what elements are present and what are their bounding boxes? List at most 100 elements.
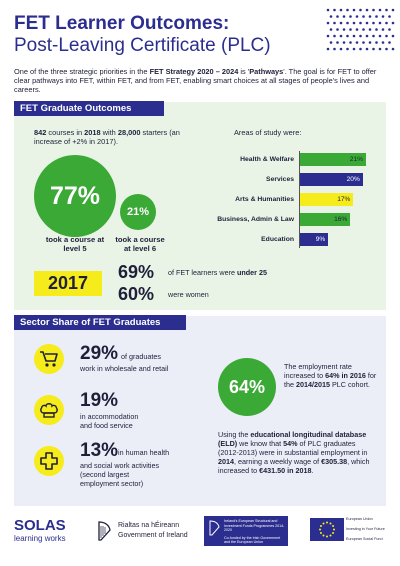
decor-dot xyxy=(368,28,372,31)
accommodation-text-b: and food service xyxy=(80,421,133,430)
eu-star xyxy=(319,532,322,534)
decor-dot xyxy=(326,8,330,12)
level6-percent-circle: 21% xyxy=(120,194,156,230)
strategy-name: FET Strategy 2020 – 2024 xyxy=(149,67,239,76)
level5-caption: took a course at level 5 xyxy=(45,235,105,253)
decor-dot xyxy=(372,47,375,51)
shopping-cart-icon xyxy=(34,344,64,374)
bar-category-label: Arts & Humanities xyxy=(235,196,294,203)
decor-dot xyxy=(365,34,369,38)
gov-english-name: Government of Ireland xyxy=(118,532,188,539)
decor-dot xyxy=(355,15,359,18)
decor-dot xyxy=(385,8,388,12)
eu-slogan: Investing in Your Future xyxy=(346,527,385,531)
eu-star xyxy=(319,525,322,527)
eu-star xyxy=(333,528,335,531)
eu-star xyxy=(319,528,321,531)
health-cross-icon xyxy=(34,446,64,476)
decor-dot xyxy=(346,8,349,12)
decor-dot xyxy=(381,41,385,44)
decor-dot xyxy=(349,15,352,18)
decor-dot xyxy=(352,34,356,38)
decor-dot xyxy=(333,47,336,51)
bar: 9% xyxy=(300,233,329,246)
decor-dot xyxy=(339,21,343,25)
decor-dot xyxy=(365,8,369,12)
page-subtitle: Post-Leaving Certificate (PLC) xyxy=(14,35,271,56)
decor-dot xyxy=(349,28,352,31)
chart-row: Health & Welfare 21% xyxy=(170,153,370,166)
wholesale-text-a: of graduates xyxy=(121,352,161,361)
bar-category-label: Business, Admin & Law xyxy=(217,216,294,223)
decor-dot xyxy=(346,47,349,51)
chart-row: Services 20% xyxy=(170,173,370,186)
chart-row: Education 9% xyxy=(170,233,370,246)
decor-dot xyxy=(368,41,372,44)
decor-dot xyxy=(346,34,349,38)
eu-star xyxy=(326,535,328,538)
decor-dot xyxy=(352,8,356,12)
decor-dot xyxy=(388,28,391,31)
decor-dot xyxy=(339,34,343,38)
accommodation-percent: 19% xyxy=(80,390,119,411)
decor-dot xyxy=(342,41,346,44)
graduate-outcomes-heading: FET Graduate Outcomes xyxy=(14,101,164,116)
decor-dot xyxy=(372,34,375,38)
employment-rate-circle: 64% xyxy=(218,358,276,416)
wholesale-percent: 29% xyxy=(80,343,119,364)
bar: 17% xyxy=(300,193,354,206)
intro-paragraph: One of the three strategic priorities in… xyxy=(14,67,377,95)
decor-dot xyxy=(329,15,333,18)
solas-logo: SOLAS xyxy=(14,517,66,534)
wholesale-text-b: work in wholesale and retail xyxy=(80,364,169,373)
health-text-c: (second largest xyxy=(80,470,130,479)
decor-dot xyxy=(385,34,388,38)
decor-dot xyxy=(365,21,369,25)
bar-category-label: Education xyxy=(261,236,294,243)
eu-flag-icon xyxy=(310,518,344,541)
decor-dot xyxy=(349,41,352,44)
decor-dot xyxy=(391,47,395,51)
decor-dot xyxy=(381,15,385,18)
eld-paragraph: Using the educational longitudinal datab… xyxy=(218,430,370,475)
decor-dot xyxy=(391,21,395,25)
decor-dot xyxy=(391,34,395,38)
decor-dot xyxy=(375,28,378,31)
decor-dot xyxy=(333,8,336,12)
year-badge: 2017 xyxy=(34,271,102,296)
decor-dot xyxy=(385,21,388,25)
esif-logo: Ireland's European Structural and Invest… xyxy=(204,516,288,546)
decor-dot xyxy=(333,34,336,38)
health-text-a: in human health xyxy=(118,448,170,457)
decor-dot xyxy=(359,47,362,51)
decor-dot xyxy=(365,47,369,51)
decor-dot xyxy=(326,21,330,25)
decor-dot xyxy=(333,21,336,25)
decor-dot xyxy=(359,21,362,25)
esif-harp-icon xyxy=(209,520,220,536)
decor-dot xyxy=(352,21,356,25)
eu-star xyxy=(326,521,328,524)
chef-hat-icon xyxy=(34,395,64,425)
decor-dot xyxy=(336,41,339,44)
sector-share-heading: Sector Share of FET Graduates xyxy=(14,315,186,330)
chart-axis-line xyxy=(299,151,300,248)
eu-star xyxy=(322,522,325,525)
decor-dot xyxy=(342,15,346,18)
accommodation-text-a: in accommodation xyxy=(80,412,139,421)
areas-of-study-title: Areas of study were: xyxy=(234,128,302,137)
harp-icon xyxy=(98,521,111,541)
decor-dot xyxy=(375,15,378,18)
eu-star xyxy=(332,525,335,527)
page-title: FET Learner Outcomes: xyxy=(14,13,230,34)
bar-category-label: Health & Welfare xyxy=(240,156,294,163)
decor-dot xyxy=(368,15,372,18)
health-text-d: employment sector) xyxy=(80,479,144,488)
decor-dot xyxy=(336,28,339,31)
decor-dot xyxy=(359,34,362,38)
decor-dot xyxy=(375,41,378,44)
decor-dot xyxy=(329,28,333,31)
decor-dot xyxy=(329,41,333,44)
decor-dot xyxy=(381,28,385,31)
decor-dot xyxy=(388,41,391,44)
